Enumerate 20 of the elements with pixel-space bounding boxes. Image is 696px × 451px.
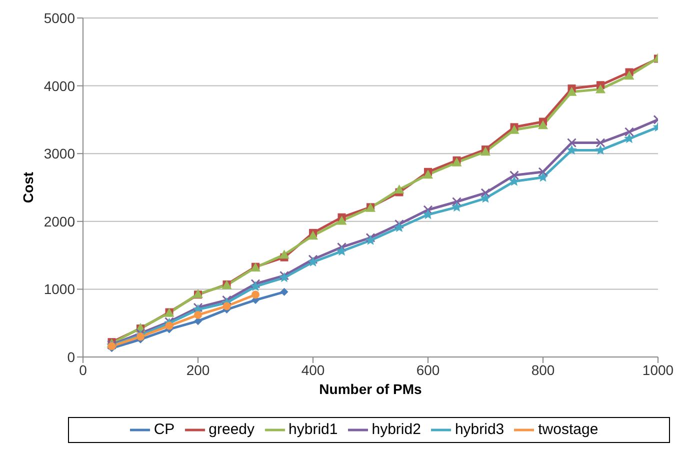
legend-label: greedy: [208, 420, 255, 438]
x-tick-label: 400: [301, 362, 325, 378]
legend-label: hybrid1: [288, 420, 338, 438]
legend-label: CP: [154, 420, 175, 438]
y-tick-label: 4000: [44, 78, 76, 94]
y-tick-label: 1000: [44, 281, 76, 298]
y-axis-title: Cost: [20, 172, 36, 204]
x-tick-label: 200: [186, 362, 210, 378]
legend-label: hybrid3: [454, 420, 504, 438]
legend-label: twostage: [538, 420, 598, 438]
x-axis-title: Number of PMs: [319, 381, 422, 397]
y-tick-label: 0: [67, 348, 76, 365]
x-tick-label: 600: [416, 362, 440, 378]
y-tick-label: 3000: [44, 146, 76, 162]
x-tick-label: 1000: [642, 362, 674, 378]
x-tick-label: 800: [531, 362, 555, 378]
y-tick-label: 5000: [44, 10, 76, 26]
y-tick-label: 2000: [44, 213, 76, 230]
x-tick-label: 0: [79, 362, 88, 378]
legend-label: hybrid2: [372, 420, 421, 438]
